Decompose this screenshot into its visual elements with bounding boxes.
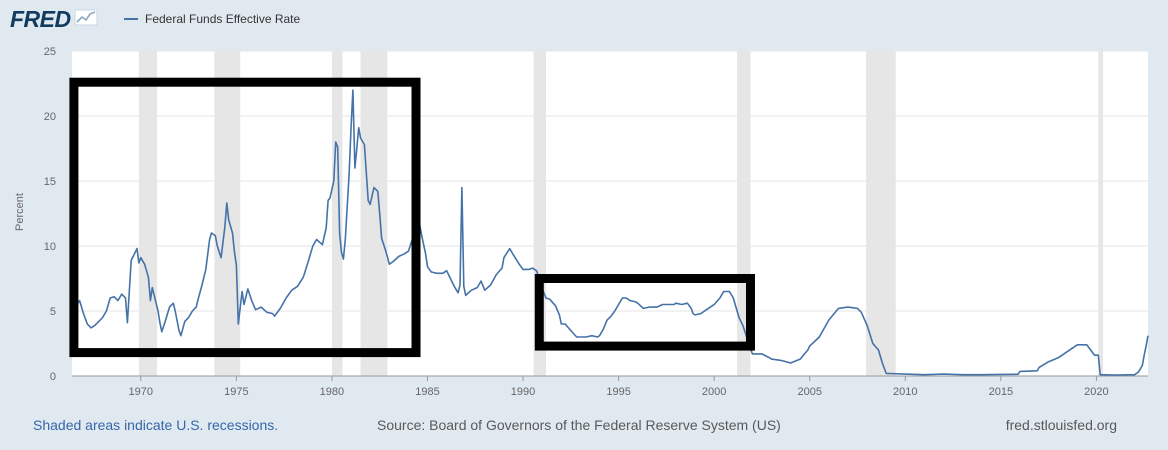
legend-swatch [124, 18, 138, 20]
y-axis-label: Percent [14, 193, 26, 231]
recessions-note-link[interactable]: Shaded areas indicate U.S. recessions. [33, 417, 279, 433]
recession-band [866, 51, 896, 376]
x-tick-label: 1995 [606, 386, 630, 398]
y-tick-label: 10 [44, 241, 56, 253]
chart-legend: Federal Funds Effective Rate [124, 12, 300, 26]
x-tick-label: 2000 [702, 386, 726, 398]
line-chart: 1970 1975 1980 1985 1990 1995 2000 2005 2010 2015… [14, 46, 1149, 398]
fred-site-link[interactable]: fred.stlouisfed.org [1005, 417, 1117, 433]
x-tick-label: 1970 [129, 386, 153, 398]
annotation-box [69, 77, 421, 358]
legend-series-label: Federal Funds Effective Rate [145, 12, 301, 26]
recession-band [331, 51, 343, 376]
fred-logo-text: FRED [10, 5, 71, 32]
x-tick-label: 1990 [511, 386, 535, 398]
fred-logo[interactable]: FRED [10, 6, 98, 32]
x-tick-label: 2010 [893, 386, 917, 398]
gridlines [72, 50, 1148, 377]
fred-chart-icon [74, 7, 98, 32]
series-lines [71, 89, 1149, 376]
y-tick-label: 20 [44, 111, 56, 123]
y-tick-label: 5 [50, 306, 56, 318]
recession-band [1098, 51, 1104, 376]
x-tick-label: 2005 [797, 386, 821, 398]
y-tick-label: 25 [44, 46, 56, 58]
annotation-box [534, 274, 755, 351]
recession-band [138, 51, 158, 376]
source-note: Source: Board of Governors of the Federa… [377, 417, 781, 433]
x-tick-label: 1975 [224, 386, 248, 398]
x-tick-label: 1980 [320, 386, 344, 398]
recession-bands [138, 51, 1104, 376]
x-tick-label: 1985 [415, 386, 439, 398]
y-axis-ticks: 0 5 10 15 20 25 [44, 46, 56, 383]
annotation-boxes [69, 77, 755, 358]
series-line [71, 89, 1149, 376]
header: FRED Federal Funds Effective Rate [0, 0, 1168, 40]
x-tick-label: 2015 [989, 386, 1013, 398]
x-axis-ticks: 1970 1975 1980 1985 1990 1995 2000 2005 2010 2015… [129, 376, 1109, 398]
x-tick-label: 2020 [1084, 386, 1108, 398]
y-tick-label: 15 [44, 176, 56, 188]
recession-band [360, 51, 388, 376]
plot-background [72, 51, 1148, 376]
y-tick-label: 0 [50, 371, 56, 383]
